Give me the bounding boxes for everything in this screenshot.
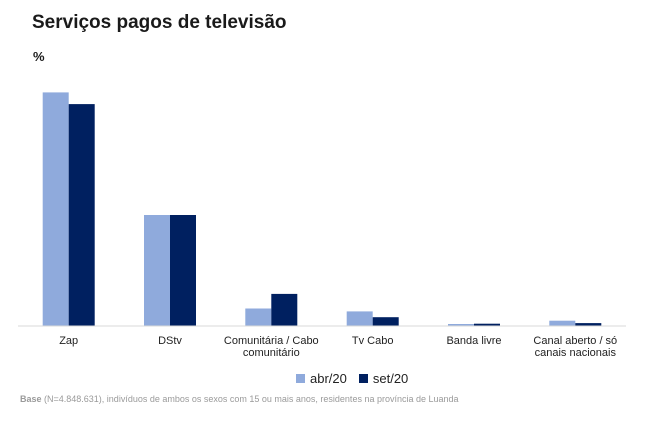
legend-swatch [296, 374, 305, 383]
bar-abr20-4 [448, 324, 474, 326]
bar-abr20-3 [346, 311, 373, 326]
chart-title: Serviços pagos de televisão [32, 12, 287, 33]
legend-item-abr20: abr/20 [296, 371, 347, 386]
x-tick-label: Comunitária / Cabo comunitário [224, 335, 319, 359]
x-tick-label: Zap [59, 335, 78, 347]
x-tick-label: Tv Cabo [352, 335, 394, 347]
footnote-text: (N=4.848.631), indivíduos de ambos os se… [41, 394, 459, 404]
x-tick-labels: Zap DStv Comunitária / Cabo comunitário Tv C… [59, 335, 617, 359]
bar-abr20-5 [549, 320, 576, 326]
legend-label: set/20 [372, 371, 409, 386]
footnote-label: Base [20, 394, 42, 404]
legend-swatch [358, 374, 368, 383]
x-tick-label: DStv [158, 335, 182, 347]
bar-set20-4 [474, 323, 500, 326]
legend: abr/20 set/20 [296, 371, 420, 386]
x-tick-label: Banda livre [446, 335, 501, 347]
bar-set20-5 [575, 323, 602, 326]
x-tick-label: Canal aberto / só canais nacionais [533, 335, 617, 359]
bar-set20-0 [68, 104, 95, 326]
bars-group [42, 92, 602, 327]
bar-abr20-2 [245, 308, 272, 326]
bar-set20-3 [372, 317, 399, 326]
y-unit-label: % [33, 49, 45, 64]
bar-abr20-0 [42, 92, 69, 327]
footnote: Base (N=4.848.631), indivíduos de ambos … [20, 394, 459, 404]
bar-abr20-1 [144, 215, 170, 326]
legend-label: abr/20 [310, 371, 347, 386]
bar-set20-2 [271, 293, 298, 326]
legend-item-set20: set/20 [358, 371, 409, 386]
bar-set20-1 [170, 215, 196, 326]
